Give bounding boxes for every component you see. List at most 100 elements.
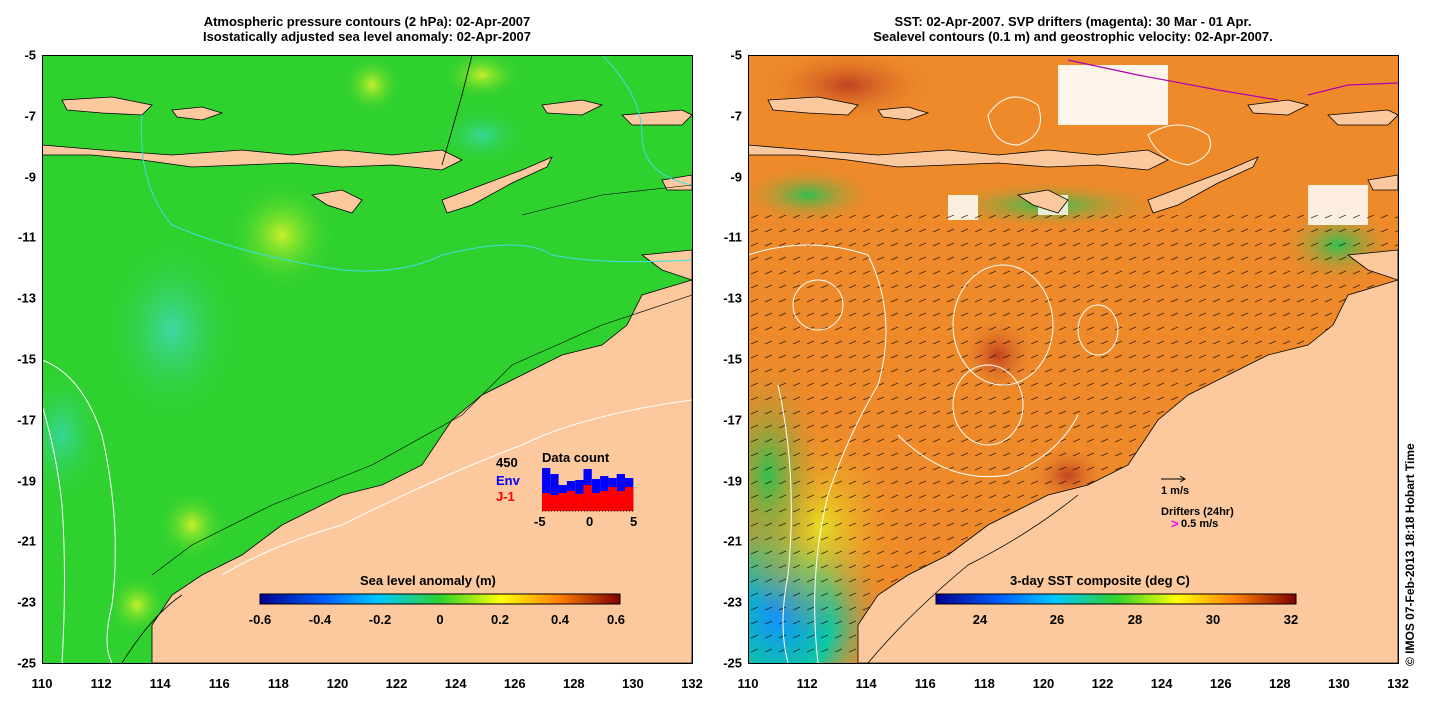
sla-cbar-tick: 0.6	[606, 612, 626, 627]
left-y-tick: -7	[24, 108, 36, 124]
sla-map-svg: 450 Data count Env J-1 -5 0 5	[42, 55, 692, 663]
sst-colorbar	[935, 593, 1297, 605]
right-x-tick: 112	[796, 676, 818, 691]
j1-count-bar	[558, 493, 567, 511]
left-x-tick: 112	[90, 676, 112, 691]
left-x-tick: 128	[562, 676, 585, 691]
inset-legend-env: Env	[496, 473, 521, 488]
sst-cbar-tick: 28	[1127, 612, 1143, 627]
right-y-tick: -7	[730, 108, 742, 124]
drifters-legend-label: Drifters (24hr)	[1161, 506, 1234, 518]
inset-xtick-zero: 0	[586, 514, 593, 529]
sst-cbar-tick: 32	[1283, 612, 1299, 627]
sla-cbar-tick: 0.2	[490, 612, 510, 627]
j1-count-bar	[550, 495, 559, 511]
sla-colorbar-title: Sea level anomaly (m)	[360, 573, 496, 588]
right-x-tick: 114	[855, 676, 877, 691]
drifter-symbol: >	[1171, 516, 1179, 531]
j1-count-bar	[600, 491, 609, 511]
right-y-tick: -11	[723, 229, 742, 245]
sst-cbar-tick: 30	[1205, 612, 1221, 627]
sst-cbar-tick: 26	[1049, 612, 1065, 627]
right-x-tick: 118	[973, 676, 995, 691]
left-x-tick: 120	[326, 676, 349, 691]
sla-cbar-tick: -0.2	[368, 612, 392, 627]
right-y-tick: -13	[723, 290, 742, 306]
left-x-tick: 124	[444, 676, 467, 691]
left-y-tick: -21	[17, 533, 36, 549]
left-y-tick: -9	[24, 169, 36, 185]
j1-count-bar	[608, 487, 617, 511]
left-map-frame	[42, 55, 693, 664]
right-x-tick: 130	[1328, 676, 1350, 691]
j1-count-bar	[542, 493, 551, 511]
left-y-tick: -5	[24, 47, 36, 63]
sla-cbar-tick: 0	[436, 612, 444, 627]
velocity-legend: 1 m/s Drifters (24hr) > 0.5 m/s	[1161, 475, 1234, 531]
left-title-line2: Isostatically adjusted sea level anomaly…	[202, 29, 532, 44]
right-x-tick: 116	[914, 676, 936, 691]
right-y-tick: -5	[730, 47, 742, 63]
env-count-bar	[550, 474, 559, 511]
inset-title: Data count	[542, 450, 610, 465]
sla-colorbar	[259, 593, 621, 605]
left-y-tick: -23	[17, 594, 36, 610]
right-x-tick: 132	[1387, 676, 1409, 691]
right-y-tick: -9	[730, 169, 742, 185]
left-y-tick: -17	[17, 412, 36, 428]
env-count-bar	[542, 468, 551, 511]
sst-map-svg: 1 m/s Drifters (24hr) > 0.5 m/s	[748, 55, 1398, 663]
right-title: SST: 02-Apr-2007. SVP drifters (magenta)…	[748, 14, 1398, 44]
left-title: Atmospheric pressure contours (2 hPa): 0…	[42, 14, 692, 44]
left-x-tick: 114	[149, 676, 171, 691]
data-count-inset: 450 Data count Env J-1 -5 0 5	[496, 450, 637, 529]
j1-count-bar	[575, 494, 584, 511]
right-y-tick: -17	[723, 412, 742, 428]
right-map-frame	[748, 55, 1399, 664]
drifters-speed-label: 0.5 m/s	[1181, 518, 1218, 530]
right-y-tick: -19	[723, 473, 742, 489]
left-title-line1: Atmospheric pressure contours (2 hPa): 0…	[203, 14, 531, 29]
left-y-tick: -15	[17, 351, 36, 367]
left-x-tick: 110	[31, 676, 53, 691]
left-x-tick: 118	[267, 676, 289, 691]
right-x-tick: 122	[1091, 676, 1114, 691]
left-x-tick: 130	[622, 676, 644, 691]
j1-count-bar	[625, 487, 634, 511]
right-y-tick: -23	[723, 594, 742, 610]
left-x-tick: 126	[503, 676, 526, 691]
inset-xtick-max: 5	[630, 514, 637, 529]
j1-count-bar	[583, 485, 592, 511]
inset-histogram	[542, 468, 634, 511]
left-y-tick: -19	[17, 473, 36, 489]
inset-xtick-min: -5	[534, 514, 546, 529]
sst-colorbar-title: 3-day SST composite (deg C)	[1010, 573, 1190, 588]
velocity-legend-label: 1 m/s	[1161, 485, 1189, 497]
sla-cbar-tick: -0.6	[248, 612, 272, 627]
right-y-tick: -21	[723, 533, 742, 549]
right-title-line2: Sealevel contours (0.1 m) and geostrophi…	[873, 29, 1273, 44]
right-title-line1: SST: 02-Apr-2007. SVP drifters (magenta)…	[894, 14, 1252, 29]
sla-cbar-tick: -0.4	[308, 612, 332, 627]
sla-map: 450 Data count Env J-1 -5 0 5	[42, 55, 692, 663]
credit-text: © IMOS 07-Feb-2013 18:18 Hobart Time	[1403, 443, 1417, 666]
j1-count-bar	[616, 491, 625, 511]
left-x-tick: 132	[681, 676, 703, 691]
sla-cbar-tick: 0.4	[550, 612, 570, 627]
right-x-tick: 126	[1209, 676, 1232, 691]
inset-max-label: 450	[496, 455, 518, 470]
left-x-tick: 116	[208, 676, 230, 691]
j1-count-bar	[591, 493, 601, 511]
right-y-tick: -25	[723, 655, 742, 671]
right-x-tick: 128	[1268, 676, 1291, 691]
right-x-tick: 120	[1032, 676, 1055, 691]
j1-count-bar	[566, 491, 576, 511]
left-y-tick: -11	[17, 229, 36, 245]
left-y-tick: -25	[17, 655, 36, 671]
inset-legend-j1: J-1	[496, 489, 515, 504]
sst-map: 1 m/s Drifters (24hr) > 0.5 m/s	[748, 55, 1398, 663]
left-y-tick: -13	[17, 290, 36, 306]
sst-cbar-tick: 24	[972, 612, 988, 627]
right-y-tick: -15	[723, 351, 742, 367]
left-x-tick: 122	[385, 676, 408, 691]
